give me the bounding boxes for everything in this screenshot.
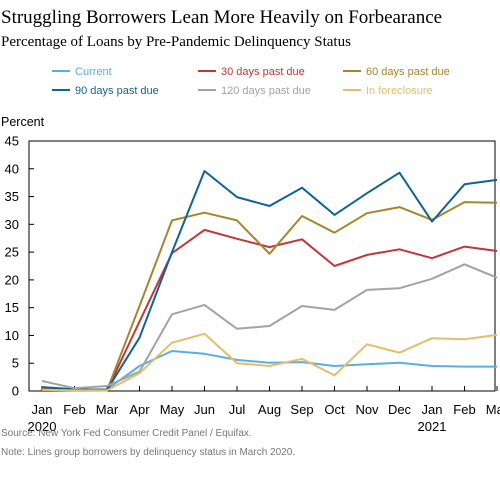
y-tick-label: 35 — [5, 189, 19, 204]
x-tick-label: Jun — [194, 402, 215, 417]
x-tick-label: Mar — [96, 402, 119, 417]
y-tick-label: 25 — [5, 245, 19, 260]
y-tick-label: 30 — [5, 217, 19, 232]
legend-label: Current — [75, 66, 112, 78]
series-line-1 — [41, 228, 498, 392]
legend-label: 60 days past due — [366, 66, 450, 78]
x-tick-label: Jul — [229, 402, 246, 417]
series-line-3 — [41, 170, 498, 391]
series-lines — [41, 170, 498, 392]
legend-label: 90 days past due — [75, 85, 159, 97]
legend: Current 30 days past due 60 days past due 9… — [52, 66, 450, 97]
footnote: Note: Lines group borrowers by delinquen… — [1, 447, 295, 458]
legend-label: 30 days past due — [221, 66, 305, 78]
y-tick-label: 15 — [5, 300, 19, 315]
legend-label: In foreclosure — [366, 85, 433, 97]
chart-subtitle: Percentage of Loans by Pre-Pandemic Deli… — [1, 34, 351, 50]
y-tick-label: 20 — [5, 272, 19, 287]
x-axis: Jan Feb Mar Apr May Jun Jul Aug Sep Oct Nov Dec Jan F… — [28, 386, 500, 434]
legend-label: 120 days past due — [221, 85, 311, 97]
x-tick-label: Oct — [324, 402, 345, 417]
x-tick-label: Aug — [258, 402, 281, 417]
y-tick-label: 45 — [5, 134, 19, 149]
x-tick-label: Feb — [63, 402, 85, 417]
series-line-5 — [41, 332, 498, 392]
x-year-label: 2020 — [28, 419, 57, 434]
y-axis-label: Percent — [1, 115, 45, 129]
y-tick-label: 0 — [12, 384, 19, 399]
source-note: Source: New York Fed Consumer Credit Pan… — [1, 428, 252, 439]
x-tick-label: May — [160, 402, 185, 417]
series-line-4 — [41, 263, 498, 390]
x-tick-label: Dec — [388, 402, 412, 417]
plot-frame — [28, 140, 496, 392]
x-tick-label: Nov — [355, 402, 379, 417]
x-tick-label: Feb — [453, 402, 475, 417]
x-tick-label: Mar — [486, 402, 500, 417]
x-tick-label: Jan — [422, 402, 443, 417]
x-tick-label: Sep — [290, 402, 313, 417]
y-tick-label: 40 — [5, 161, 19, 176]
y-axis: 0 5 10 15 20 25 30 35 40 45 — [5, 134, 34, 399]
chart-title: Struggling Borrowers Lean More Heavily o… — [1, 7, 442, 28]
x-year-label: 2021 — [418, 419, 447, 434]
y-tick-label: 5 — [12, 356, 19, 371]
x-tick-label: Apr — [129, 402, 150, 417]
y-tick-label: 10 — [5, 328, 19, 343]
x-tick-label: Jan — [32, 402, 53, 417]
series-line-2 — [41, 201, 498, 392]
